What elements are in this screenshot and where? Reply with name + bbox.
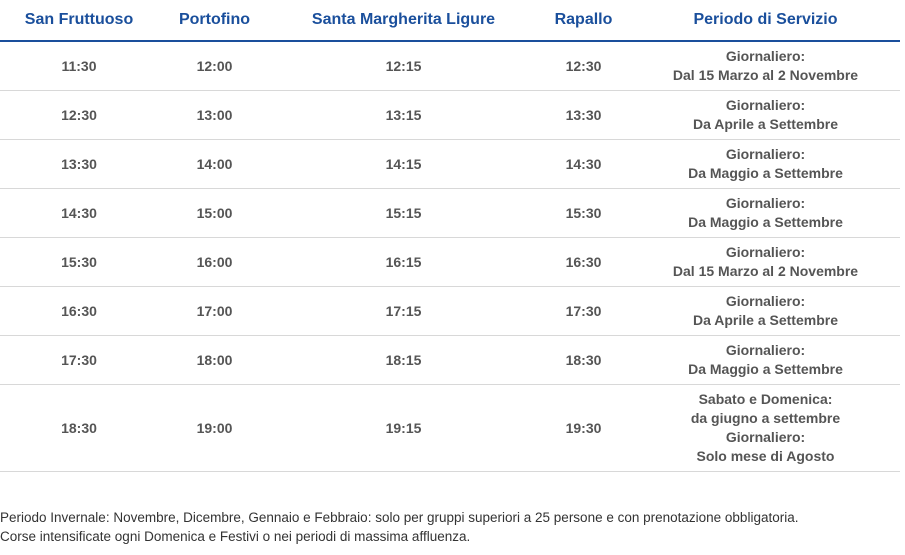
time-cell: 14:30 bbox=[536, 139, 631, 189]
table-row: 14:30 15:00 15:15 15:30 Giornaliero: Da … bbox=[0, 188, 900, 238]
period-line: Giornaliero: bbox=[725, 97, 806, 113]
time-cell: 17:30 bbox=[0, 335, 158, 385]
period-cell: Giornaliero: Da Aprile a Settembre bbox=[631, 90, 900, 140]
table-row: 11:30 12:00 12:15 12:30 Giornaliero: Dal… bbox=[0, 41, 900, 91]
time-cell: 12:30 bbox=[0, 90, 158, 140]
ferry-schedule-table: San Fruttuoso Portofino Santa Margherita… bbox=[0, 0, 900, 472]
period-cell: Giornaliero: Da Maggio a Settembre bbox=[631, 335, 900, 385]
time-cell: 19:30 bbox=[536, 384, 631, 472]
time-cell: 14:30 bbox=[0, 188, 158, 238]
time-cell: 19:00 bbox=[158, 384, 271, 472]
time-cell: 19:15 bbox=[271, 384, 536, 472]
period-line: Giornaliero: bbox=[725, 244, 806, 260]
period-line: Giornaliero: bbox=[725, 293, 806, 309]
time-cell: 16:15 bbox=[271, 237, 536, 287]
period-line: Dal 15 Marzo al 2 Novembre bbox=[672, 263, 859, 279]
period-line: Giornaliero: bbox=[725, 48, 806, 64]
table-row: 17:30 18:00 18:15 18:30 Giornaliero: Da … bbox=[0, 335, 900, 385]
time-cell: 15:30 bbox=[0, 237, 158, 287]
time-cell: 17:30 bbox=[536, 286, 631, 336]
header-rapallo: Rapallo bbox=[536, 0, 631, 42]
period-line: Giornaliero: bbox=[725, 342, 806, 358]
time-cell: 15:30 bbox=[536, 188, 631, 238]
period-cell: Sabato e Domenica: da giugno a settembre… bbox=[631, 384, 900, 472]
time-cell: 17:15 bbox=[271, 286, 536, 336]
period-line: Solo mese di Agosto bbox=[696, 448, 835, 464]
period-line: Giornaliero: bbox=[725, 195, 806, 211]
period-line: Sabato e Domenica: bbox=[698, 391, 833, 407]
time-cell: 18:00 bbox=[158, 335, 271, 385]
schedule-notes: Periodo Invernale: Novembre, Dicembre, G… bbox=[0, 508, 905, 546]
table-row: 12:30 13:00 13:15 13:30 Giornaliero: Da … bbox=[0, 90, 900, 140]
period-line: Da Aprile a Settembre bbox=[693, 312, 838, 328]
time-cell: 12:30 bbox=[536, 41, 631, 91]
time-cell: 13:30 bbox=[536, 90, 631, 140]
time-cell: 16:00 bbox=[158, 237, 271, 287]
time-cell: 12:15 bbox=[271, 41, 536, 91]
time-cell: 14:15 bbox=[271, 139, 536, 189]
header-san-fruttuoso: San Fruttuoso bbox=[0, 0, 158, 42]
table-row: 16:30 17:00 17:15 17:30 Giornaliero: Da … bbox=[0, 286, 900, 336]
period-line: Da Aprile a Settembre bbox=[693, 116, 838, 132]
header-portofino: Portofino bbox=[158, 0, 271, 42]
table-row: 15:30 16:00 16:15 16:30 Giornaliero: Dal… bbox=[0, 237, 900, 287]
time-cell: 16:30 bbox=[0, 286, 158, 336]
time-cell: 13:15 bbox=[271, 90, 536, 140]
time-cell: 12:00 bbox=[158, 41, 271, 91]
time-cell: 13:00 bbox=[158, 90, 271, 140]
time-cell: 18:30 bbox=[536, 335, 631, 385]
time-cell: 17:00 bbox=[158, 286, 271, 336]
time-cell: 15:15 bbox=[271, 188, 536, 238]
header-santa-margherita-ligure: Santa Margherita Ligure bbox=[271, 0, 536, 42]
intensified-runs-note: Corse intensificate ogni Domenica e Fest… bbox=[0, 529, 471, 544]
time-cell: 16:30 bbox=[536, 237, 631, 287]
time-cell: 13:30 bbox=[0, 139, 158, 189]
period-line: Giornaliero: bbox=[725, 429, 806, 445]
period-line: Da Maggio a Settembre bbox=[688, 361, 843, 377]
period-line: da giugno a settembre bbox=[690, 410, 841, 426]
period-cell: Giornaliero: Dal 15 Marzo al 2 Novembre bbox=[631, 41, 900, 91]
table-row: 13:30 14:00 14:15 14:30 Giornaliero: Da … bbox=[0, 139, 900, 189]
header-row: San Fruttuoso Portofino Santa Margherita… bbox=[0, 0, 900, 42]
period-line: Dal 15 Marzo al 2 Novembre bbox=[672, 67, 859, 83]
time-cell: 15:00 bbox=[158, 188, 271, 238]
period-cell: Giornaliero: Da Maggio a Settembre bbox=[631, 188, 900, 238]
time-cell: 18:15 bbox=[271, 335, 536, 385]
header-periodo-di-servizio: Periodo di Servizio bbox=[631, 0, 900, 42]
period-line: Giornaliero: bbox=[725, 146, 806, 162]
time-cell: 18:30 bbox=[0, 384, 158, 472]
table-row: 18:30 19:00 19:15 19:30 Sabato e Domenic… bbox=[0, 384, 900, 472]
period-line: Da Maggio a Settembre bbox=[688, 214, 843, 230]
time-cell: 11:30 bbox=[0, 41, 158, 91]
period-cell: Giornaliero: Dal 15 Marzo al 2 Novembre bbox=[631, 237, 900, 287]
time-cell: 14:00 bbox=[158, 139, 271, 189]
winter-period-note: Periodo Invernale: Novembre, Dicembre, G… bbox=[0, 510, 799, 525]
period-cell: Giornaliero: Da Maggio a Settembre bbox=[631, 139, 900, 189]
period-line: Da Maggio a Settembre bbox=[688, 165, 843, 181]
period-cell: Giornaliero: Da Aprile a Settembre bbox=[631, 286, 900, 336]
